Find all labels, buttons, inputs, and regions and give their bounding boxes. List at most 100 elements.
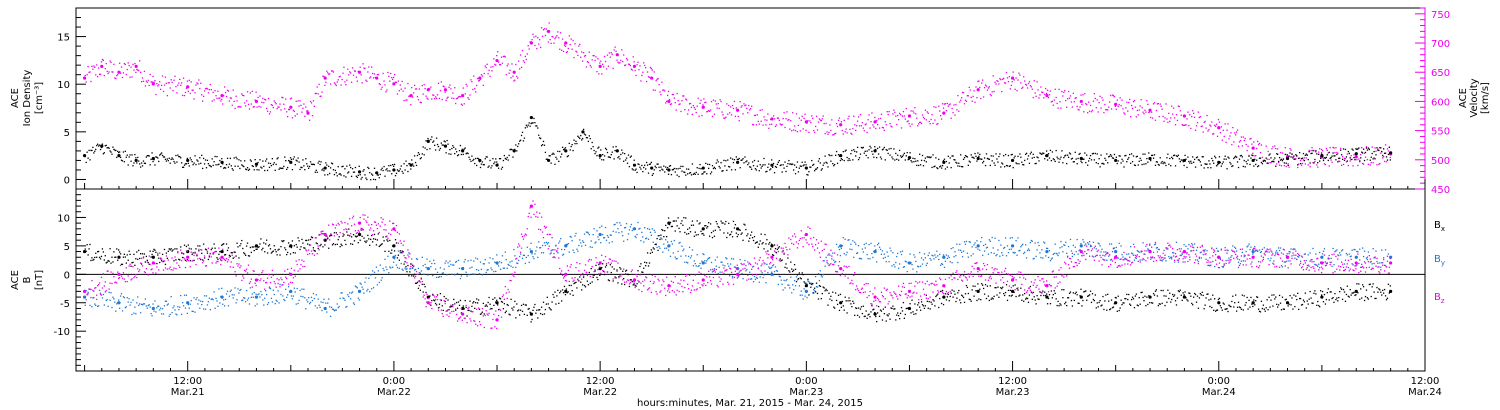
- velocity-trace-dot: [128, 64, 130, 67]
- by-trace-dot: [561, 254, 564, 256]
- velocity-trace-dot: [347, 68, 349, 70]
- velocity-trace-dot: [423, 83, 425, 86]
- by-trace-dot: [1383, 264, 1386, 266]
- by-trace-dot: [1271, 251, 1273, 253]
- by-trace-dot: [694, 262, 696, 265]
- ion-density-trace-dot: [792, 163, 794, 165]
- bx-trace-dot: [301, 238, 303, 241]
- velocity-trace-dot: [156, 83, 158, 85]
- bx-trace-dot: [265, 239, 268, 241]
- ion-density-trace-dot: [588, 135, 590, 137]
- bx-trace-dot: [367, 234, 369, 237]
- ion-density-trace-dot: [1386, 159, 1389, 161]
- ion-density-trace-dot: [515, 144, 517, 146]
- by-trace-dot: [708, 257, 710, 259]
- ion-density-trace-dot: [922, 165, 925, 167]
- velocity-trace-dot: [575, 50, 577, 52]
- by-trace-dot: [1235, 247, 1237, 249]
- velocity-trace-dot: [477, 80, 480, 82]
- velocity-trace-dot: [1089, 104, 1092, 107]
- velocity-trace-dot: [1384, 144, 1387, 146]
- by-trace-dot: [721, 261, 723, 263]
- by-trace-dot: [1311, 258, 1313, 261]
- bx-trace-dot: [539, 309, 541, 311]
- ion-density-trace-dot: [978, 155, 980, 157]
- ion-density-trace-dot: [120, 159, 123, 161]
- by-trace-dot: [784, 287, 786, 289]
- by-trace-dot: [1131, 253, 1134, 255]
- ion-density-trace-dot: [1103, 163, 1105, 165]
- velocity-trace-dot: [893, 109, 895, 111]
- velocity-trace-dot: [136, 68, 138, 71]
- velocity-trace-dot: [178, 82, 180, 84]
- ion-density-point: [650, 166, 654, 170]
- velocity-trace-dot: [795, 113, 798, 115]
- ion-density-trace-dot: [906, 151, 908, 154]
- bx-trace-dot: [497, 309, 500, 311]
- ion-density-trace-dot: [308, 165, 311, 168]
- velocity-trace-dot: [222, 103, 224, 105]
- ion-density-trace-dot: [1360, 157, 1362, 159]
- velocity-trace-dot: [392, 78, 394, 81]
- by-trace-dot: [1237, 261, 1240, 263]
- by-trace-dot: [197, 303, 199, 305]
- velocity-trace-dot: [296, 113, 298, 115]
- by-trace-dot: [698, 265, 700, 267]
- bx-trace-dot: [255, 248, 257, 250]
- velocity-trace-dot: [248, 108, 251, 110]
- by-trace-dot: [245, 289, 248, 292]
- velocity-trace-dot: [414, 88, 417, 90]
- bx-trace-dot: [84, 248, 86, 250]
- by-trace-dot: [976, 240, 978, 242]
- velocity-trace-dot: [571, 48, 573, 50]
- by-trace-dot: [1080, 243, 1082, 245]
- ion-density-trace-dot: [168, 157, 170, 159]
- velocity-trace-dot: [735, 107, 738, 109]
- by-trace-dot: [863, 243, 865, 246]
- ion-density-trace-dot: [287, 159, 290, 162]
- velocity-trace-dot: [738, 120, 740, 122]
- by-trace-dot: [298, 299, 300, 301]
- velocity-trace-dot: [901, 115, 904, 117]
- velocity-trace-dot: [239, 106, 241, 108]
- velocity-trace-dot: [820, 119, 822, 122]
- by-trace-dot: [401, 268, 403, 270]
- velocity-trace-dot: [265, 107, 268, 110]
- by-trace-dot: [827, 263, 829, 265]
- bx-trace-dot: [170, 248, 172, 250]
- ion-density-trace-dot: [815, 168, 818, 170]
- bx-trace-dot: [478, 308, 481, 310]
- bx-trace-dot: [168, 248, 170, 250]
- velocity-trace-dot: [754, 114, 757, 117]
- velocity-trace-dot: [622, 60, 624, 63]
- velocity-trace-dot: [309, 100, 312, 103]
- velocity-trace-dot: [843, 119, 845, 122]
- ion-density-trace-dot: [1204, 163, 1206, 165]
- ion-density-trace-dot: [807, 174, 809, 176]
- velocity-trace-dot: [880, 113, 883, 115]
- ion-density-trace-dot: [228, 163, 231, 165]
- ion-density-trace-dot: [773, 172, 776, 174]
- by-trace-dot: [420, 270, 422, 272]
- by-trace-dot: [574, 235, 576, 237]
- ion-density-trace-dot: [258, 169, 260, 171]
- ion-density-trace-dot: [286, 166, 289, 169]
- velocity-trace-dot: [433, 94, 435, 96]
- by-trace-dot: [1177, 261, 1180, 263]
- by-trace-dot: [1093, 247, 1096, 249]
- bx-trace-dot: [235, 255, 237, 257]
- by-trace-dot: [640, 239, 642, 242]
- by-trace-dot: [656, 246, 658, 249]
- by-trace-dot: [287, 285, 290, 288]
- velocity-trace-dot: [1022, 86, 1024, 88]
- by-trace-dot: [449, 260, 451, 262]
- by-trace-dot: [989, 240, 991, 243]
- bx-trace-dot: [178, 258, 180, 261]
- velocity-trace-dot: [537, 37, 539, 39]
- by-trace-dot: [471, 266, 473, 268]
- bx-trace-dot: [486, 305, 488, 307]
- by-trace-dot: [940, 264, 942, 266]
- by-trace-dot: [1126, 253, 1128, 255]
- velocity-trace-dot: [1199, 116, 1201, 118]
- by-trace-dot: [1152, 251, 1155, 254]
